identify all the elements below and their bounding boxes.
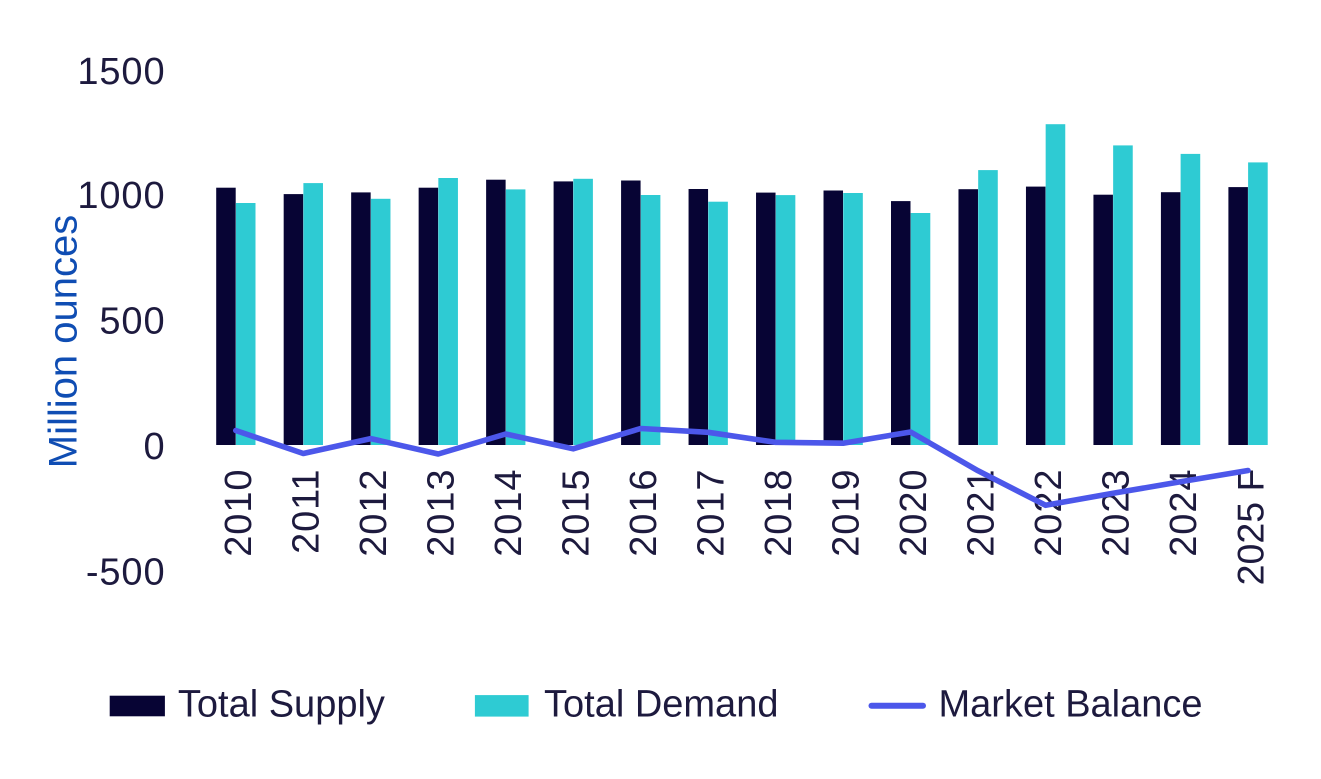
svg-text:2022: 2022 (1028, 469, 1070, 557)
svg-text:2013: 2013 (421, 469, 463, 557)
svg-text:2016: 2016 (623, 469, 665, 557)
svg-text:2017: 2017 (691, 469, 733, 557)
svg-text:1000: 1000 (77, 175, 165, 217)
svg-text:1500: 1500 (77, 51, 165, 93)
svg-text:Million ounces: Million ounces (42, 215, 86, 468)
svg-text:2014: 2014 (488, 469, 530, 557)
svg-text:2015: 2015 (556, 469, 598, 557)
svg-text:Total Demand: Total Demand (544, 684, 778, 726)
svg-text:2023: 2023 (1095, 469, 1137, 557)
svg-text:0: 0 (143, 426, 165, 468)
svg-text:2020: 2020 (893, 469, 935, 557)
svg-text:2019: 2019 (826, 469, 868, 557)
svg-text:2018: 2018 (758, 469, 800, 557)
svg-text:2025 F: 2025 F (1229, 469, 1271, 586)
svg-text:2012: 2012 (353, 469, 395, 557)
svg-text:500: 500 (99, 300, 165, 342)
svg-text:2021: 2021 (961, 469, 1003, 557)
svg-text:2011: 2011 (286, 469, 328, 554)
svg-text:2010: 2010 (218, 469, 260, 557)
svg-text:Total Supply: Total Supply (178, 684, 385, 726)
svg-text:-500: -500 (86, 551, 166, 593)
svg-text:Market Balance: Market Balance (939, 684, 1203, 726)
